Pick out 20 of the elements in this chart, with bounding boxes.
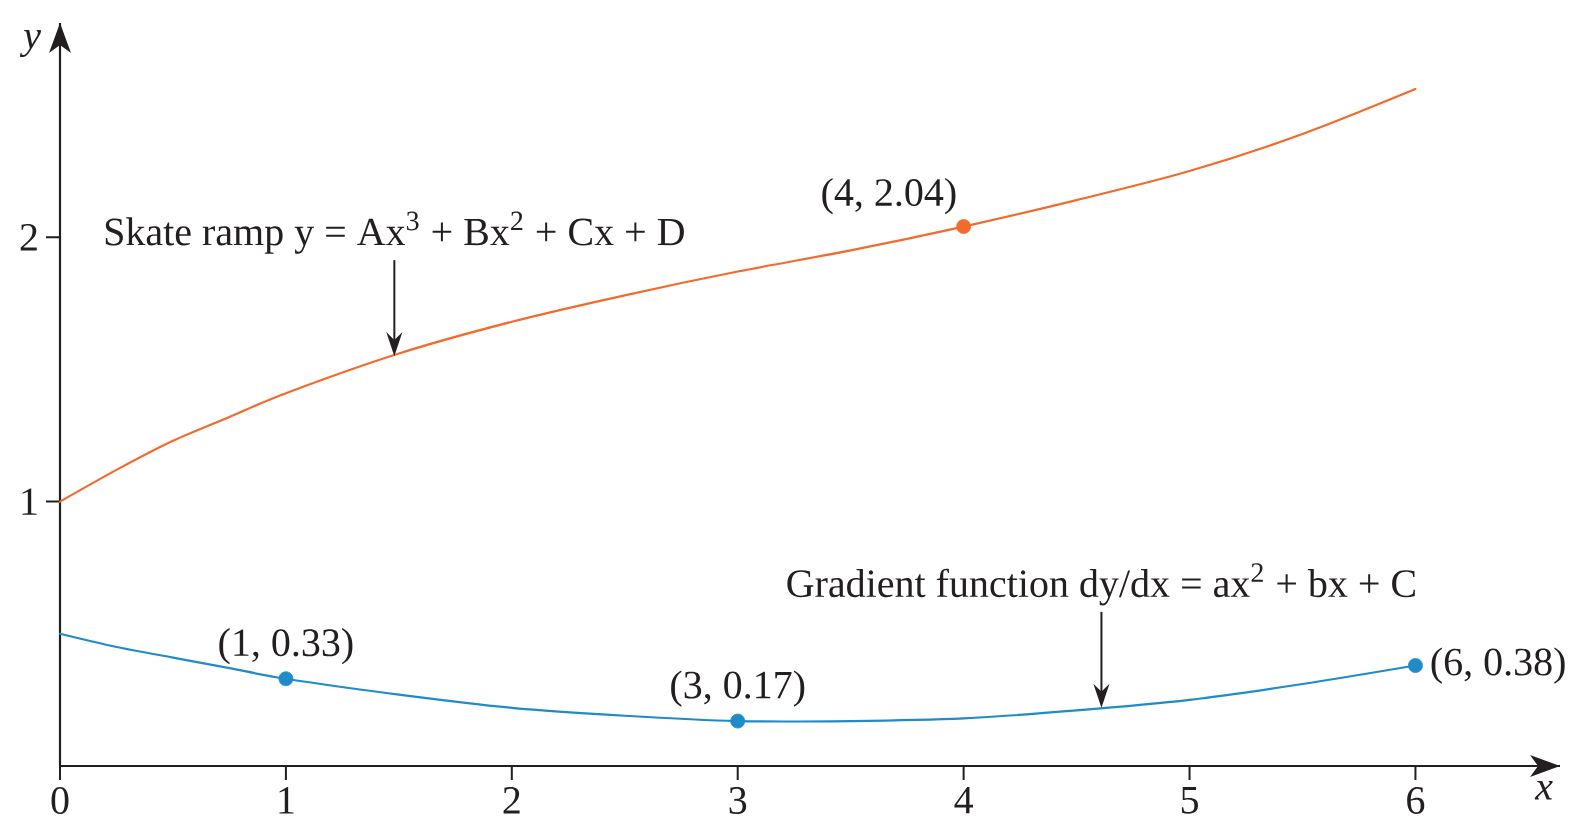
y-axis-title: y xyxy=(19,30,41,58)
data-label: (3, 0.17) xyxy=(671,670,805,707)
x-tick-label: 2 xyxy=(503,787,520,814)
data-label: (4, 2.04) xyxy=(822,177,956,215)
line-series xyxy=(58,87,1417,503)
x-tick-label: 4 xyxy=(954,787,974,814)
annotation: Skate ramp y = Ax$^{3}$ + Bx$^{2}$ + Cx + D xyxy=(105,211,684,254)
data-label: (1, 0.33) xyxy=(219,628,353,665)
x-tick-label: 6 xyxy=(1407,787,1425,814)
x-tick-label: 0 xyxy=(51,787,69,815)
point xyxy=(956,219,972,234)
point xyxy=(1408,658,1423,673)
x-tick-label: 3 xyxy=(729,787,747,814)
x-axis-title: x xyxy=(1534,781,1553,800)
x-tick-label: 5 xyxy=(1181,787,1198,814)
point xyxy=(730,713,746,729)
data-label: (6, 0.38) xyxy=(1431,647,1565,684)
annotation: Gradient function dy/dx = ax$^{2}$ + bx + C xyxy=(787,563,1415,606)
x-tick-label: 1 xyxy=(279,787,294,814)
point xyxy=(278,671,294,687)
